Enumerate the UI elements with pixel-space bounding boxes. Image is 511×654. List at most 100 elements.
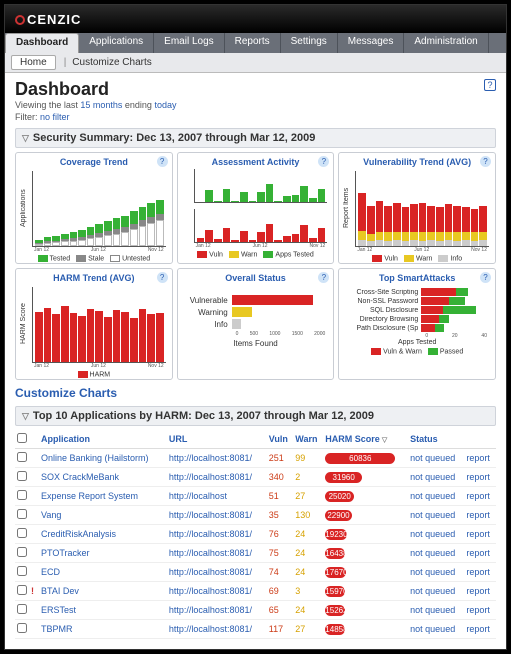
status-link[interactable]: not queued [410, 548, 455, 558]
app-link[interactable]: SOX CrackMeBank [41, 472, 119, 482]
help-icon[interactable]: ? [480, 272, 491, 283]
overall-status-card: Overall Status?VulnerableWarningInfo0500… [177, 268, 335, 380]
bar [139, 207, 147, 246]
url-link[interactable]: http://localhost:8081/ [169, 548, 252, 558]
col-header[interactable]: Status [408, 430, 464, 449]
security-summary-header[interactable]: ▽ Security Summary: Dec 13, 2007 through… [15, 128, 496, 148]
app-link[interactable]: Expense Report System [41, 491, 138, 501]
report-link[interactable]: report [466, 586, 490, 596]
url-link[interactable]: http://localhost:8081/ [169, 529, 252, 539]
help-icon[interactable]: ? [480, 156, 491, 167]
harm-score-pill: 15970 [325, 586, 345, 597]
status-link[interactable]: not queued [410, 510, 455, 520]
nav-tab-settings[interactable]: Settings [281, 33, 338, 53]
app-link[interactable]: Vang [41, 510, 61, 520]
status-link[interactable]: not queued [410, 491, 455, 501]
col-header[interactable]: URL [167, 430, 267, 449]
warn-count: 27 [293, 487, 323, 506]
help-icon[interactable]: ? [157, 156, 168, 167]
customize-charts-link[interactable]: Customize Charts [15, 386, 496, 400]
row-checkbox[interactable] [17, 547, 27, 557]
vuln-count: 35 [267, 506, 294, 525]
breadcrumb-sep: | [64, 57, 67, 68]
status-link[interactable]: not queued [410, 453, 455, 463]
col-header[interactable]: Application [39, 430, 167, 449]
months-link[interactable]: 15 months [80, 100, 122, 110]
report-link[interactable]: report [466, 605, 490, 615]
nav-tab-messages[interactable]: Messages [338, 33, 405, 53]
url-link[interactable]: http://localhost:8081/ [169, 624, 252, 634]
help-icon[interactable]: ? [484, 79, 496, 91]
app-link[interactable]: ERSTest [41, 605, 76, 615]
url-link[interactable]: http://localhost:8081/ [169, 472, 252, 482]
row-checkbox[interactable] [17, 452, 27, 462]
url-link[interactable]: http://localhost:8081/ [169, 586, 252, 596]
row-checkbox[interactable] [17, 604, 27, 614]
nav-tab-applications[interactable]: Applications [79, 33, 154, 53]
url-link[interactable]: http://localhost:8081/ [169, 453, 252, 463]
app-link[interactable]: BTAI Dev [41, 586, 79, 596]
col-header[interactable] [464, 430, 496, 449]
report-link[interactable]: report [466, 491, 490, 501]
row-checkbox[interactable] [17, 566, 27, 576]
nav-tab-administration[interactable]: Administration [404, 33, 488, 53]
page-title: Dashboard [15, 79, 496, 100]
card-title: Assessment Activity [182, 157, 330, 167]
url-link[interactable]: http://localhost:8081/ [169, 510, 252, 520]
flag-icon [29, 620, 39, 639]
row-checkbox[interactable] [17, 509, 27, 519]
ending-link[interactable]: today [154, 100, 176, 110]
card-title: HARM Trend (AVG) [20, 273, 168, 283]
report-link[interactable]: report [466, 529, 490, 539]
filter-link[interactable]: no filter [40, 112, 70, 122]
report-link[interactable]: report [466, 624, 490, 634]
bar [70, 232, 78, 246]
report-link[interactable]: report [466, 548, 490, 558]
report-link[interactable]: report [466, 510, 490, 520]
status-link[interactable]: not queued [410, 472, 455, 482]
row-checkbox[interactable] [17, 623, 27, 633]
app-link[interactable]: CreditRiskAnalysis [41, 529, 116, 539]
status-row: Info [182, 319, 326, 329]
status-link[interactable]: not queued [410, 529, 455, 539]
status-link[interactable]: not queued [410, 605, 455, 615]
row-checkbox[interactable] [17, 490, 27, 500]
col-header[interactable]: Vuln [267, 430, 294, 449]
collapse-icon: ▽ [22, 411, 29, 422]
help-icon[interactable]: ? [157, 272, 168, 283]
url-link[interactable]: http://localhost [169, 491, 227, 501]
card-title: Overall Status [182, 273, 330, 283]
url-link[interactable]: http://localhost:8081/ [169, 567, 252, 577]
status-link[interactable]: not queued [410, 567, 455, 577]
app-link[interactable]: ECD [41, 567, 60, 577]
harm-score-pill: 17670 [325, 567, 345, 578]
home-button[interactable]: Home [11, 55, 56, 70]
report-link[interactable]: report [466, 472, 490, 482]
nav-tab-reports[interactable]: Reports [225, 33, 281, 53]
status-link[interactable]: not queued [410, 586, 455, 596]
col-header[interactable]: HARM Score▽ [323, 430, 408, 449]
bar [35, 240, 43, 246]
top10-header[interactable]: ▽ Top 10 Applications by HARM: Dec 13, 2… [15, 406, 496, 426]
report-link[interactable]: report [466, 567, 490, 577]
warn-count: 3 [293, 582, 323, 601]
row-checkbox[interactable] [17, 528, 27, 538]
app-link[interactable]: TBPMR [41, 624, 73, 634]
status-link[interactable]: not queued [410, 624, 455, 634]
nav-tab-email-logs[interactable]: Email Logs [154, 33, 224, 53]
col-header[interactable]: Warn [293, 430, 323, 449]
bar [427, 206, 435, 246]
app-link[interactable]: PTOTracker [41, 548, 90, 558]
bar [95, 224, 103, 246]
harm-score-pill: 60836 [325, 453, 395, 464]
app-link[interactable]: Online Banking (Hailstorm) [41, 453, 149, 463]
row-checkbox[interactable] [17, 471, 27, 481]
bar [410, 204, 418, 246]
nav-tab-dashboard[interactable]: Dashboard [5, 33, 79, 53]
report-link[interactable]: report [466, 453, 490, 463]
row-checkbox[interactable] [17, 585, 27, 595]
select-all-checkbox[interactable] [17, 433, 27, 443]
warn-count: 24 [293, 563, 323, 582]
url-link[interactable]: http://localhost:8081/ [169, 605, 252, 615]
breadcrumb[interactable]: Customize Charts [72, 57, 151, 68]
